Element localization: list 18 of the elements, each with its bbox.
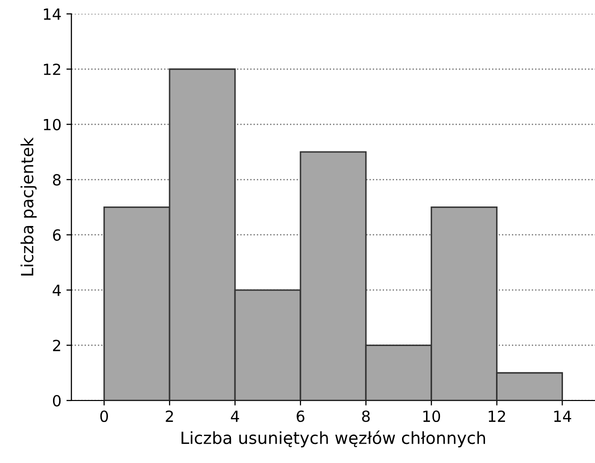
x-tick-label: 12 [488, 410, 506, 422]
y-tick-label: 2 [53, 340, 60, 352]
y-tick-label: 12 [44, 64, 60, 75]
x-tick-label: 10 [423, 410, 440, 422]
y-tick-label: 4 [52, 284, 61, 296]
x-tick-label: 14 [554, 410, 572, 422]
y-tick-label: 0 [52, 394, 61, 407]
x-tick-label: 0 [100, 410, 108, 422]
y-tick-label: 14 [44, 8, 61, 20]
y-tick-label: 6 [53, 229, 61, 241]
x-tick-label: 8 [362, 410, 370, 422]
x-axis-title: Liczba usuniętych węzłów chłonnych [182, 430, 486, 448]
y-tick-label: 10 [44, 118, 61, 130]
x-tick-label: 4 [230, 410, 240, 422]
y-axis-title: Liczba pacjentek [20, 137, 37, 276]
x-tick-label: 2 [166, 410, 173, 422]
y-tick-label: 8 [52, 174, 61, 186]
x-tick-label: 6 [296, 410, 304, 422]
